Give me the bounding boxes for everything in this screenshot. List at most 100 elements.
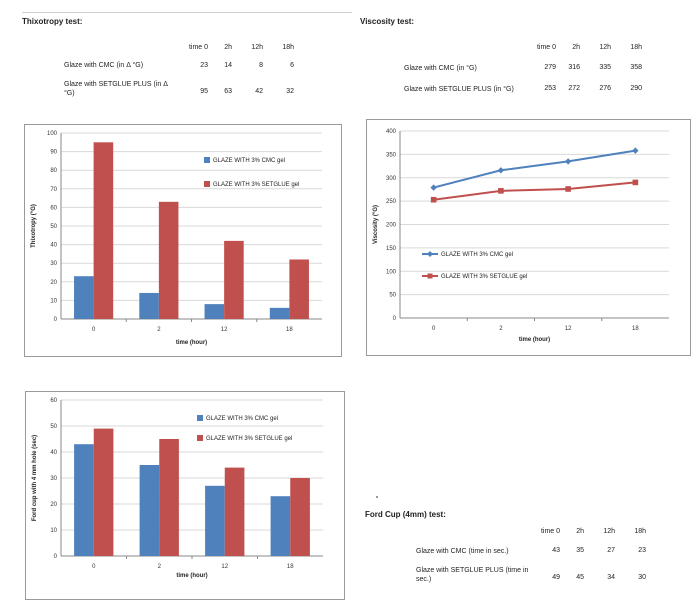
table-cell: 30: [638, 574, 646, 581]
header-cell: 12h: [603, 528, 615, 535]
y-tick-label: 90: [50, 150, 57, 156]
dot-mark: [376, 496, 378, 498]
table-cell: 8: [259, 62, 263, 69]
bar: [270, 496, 291, 556]
header-cell: 18h: [630, 44, 642, 51]
row-label: Glaze with CMC (in Δ °G): [64, 62, 144, 69]
header-cell: 2h: [576, 528, 584, 535]
y-tick-label: 300: [386, 176, 397, 182]
table-cell: 23: [638, 547, 646, 554]
y-tick-label: 70: [50, 187, 57, 193]
y-tick-label: 50: [50, 224, 57, 230]
row-label: Glaze with CMC (in °G): [404, 65, 477, 72]
table-cell: 290: [630, 85, 642, 92]
row-label: Glaze with SETGLUE PLUS (time in sec.): [416, 567, 529, 583]
header-cell: 12h: [599, 44, 611, 51]
table-cell: 35: [576, 547, 584, 554]
x-tick-label: 18: [286, 327, 293, 333]
header-cell: 18h: [634, 528, 646, 535]
bar: [93, 428, 114, 556]
header-cell: 2h: [224, 44, 232, 51]
fordcup-title: Ford Cup (4mm) test:: [365, 510, 446, 519]
header-cell: time 0: [188, 44, 208, 51]
y-tick-label: 350: [386, 152, 397, 158]
y-tick-label: 0: [393, 316, 397, 322]
bar: [269, 307, 290, 319]
header-cell: time 0: [536, 44, 556, 51]
viscosity-title: Viscosity test:: [360, 17, 415, 26]
y-tick-label: 20: [50, 280, 57, 286]
bar: [224, 467, 245, 556]
row-label: Glaze with SETGLUE PLUS (in Δ °G): [64, 81, 168, 97]
y-tick-label: 30: [50, 476, 57, 482]
legend-swatch: [197, 415, 203, 421]
data-point: [632, 179, 639, 186]
x-tick-label: 2: [158, 564, 162, 570]
y-tick-label: 40: [50, 243, 57, 249]
data-point: [564, 158, 572, 165]
y-tick-label: 80: [50, 168, 57, 174]
y-tick-label: 10: [50, 298, 57, 304]
table-cell: 43: [552, 547, 560, 554]
legend-swatch: [204, 181, 210, 187]
bar: [74, 276, 94, 319]
table-cell: 49: [552, 574, 560, 581]
table-cell: 14: [224, 62, 232, 69]
viscosity-chart: 0 50 100 150 200 250 300 350 400 0 2 12 18 time (hour…: [373, 129, 669, 343]
table-cell: 63: [224, 88, 232, 95]
bar: [205, 485, 225, 556]
legend-label: GLAZE WITH 3% CMC gel: [441, 252, 513, 258]
bar: [93, 142, 114, 319]
legend-swatch: [197, 435, 203, 441]
table-cell: 279: [544, 64, 556, 71]
legend-marker: [427, 273, 433, 279]
table-cell: 45: [576, 574, 584, 581]
table-cell: 27: [607, 547, 615, 554]
series-line: [433, 181, 636, 201]
legend-label: GLAZE WITH 3% SETGLUE gel: [441, 274, 527, 280]
table-cell: 358: [630, 64, 642, 71]
legend-label: GLAZE WITH 3% SETGLUE gel: [206, 436, 292, 442]
bar: [158, 201, 179, 319]
table-cell: 335: [599, 64, 611, 71]
data-point: [430, 184, 437, 191]
bar: [74, 444, 94, 556]
table-cell: 253: [544, 85, 556, 92]
data-point: [632, 147, 639, 154]
bar: [139, 292, 159, 319]
x-tick-label: 18: [287, 564, 294, 570]
x-tick-label: 18: [632, 326, 639, 332]
y-tick-label: 400: [386, 129, 397, 135]
y-tick-label: 50: [389, 293, 396, 299]
table-cell: 34: [607, 574, 615, 581]
legend-label: GLAZE WITH 3% CMC gel: [206, 416, 278, 422]
y-tick-label: 20: [50, 502, 57, 508]
legend-marker: [427, 251, 433, 257]
y-tick-label: 60: [50, 205, 57, 211]
data-point: [565, 186, 571, 192]
x-axis-label: time (hour): [519, 337, 550, 343]
legend-label: GLAZE WITH 3% CMC gel: [213, 158, 285, 164]
y-tick-label: 40: [50, 450, 57, 456]
table-cell: 316: [568, 64, 580, 71]
bar: [139, 465, 160, 556]
thixotropy-chart: 0 10 20 30 40 50 60 70 80 90 100 0 2 12 18 time (hour) T…: [31, 131, 322, 346]
y-tick-label: 30: [50, 261, 57, 267]
table-cell: 272: [568, 85, 580, 92]
y-tick-label: 0: [54, 554, 58, 560]
y-tick-label: 0: [54, 317, 58, 323]
data-point: [430, 196, 437, 203]
y-tick-label: 150: [386, 246, 397, 252]
table-cell: 23: [200, 62, 208, 69]
y-axis-label: Thixotropy (°G): [31, 204, 37, 248]
table-cell: 32: [286, 88, 294, 95]
y-tick-label: 100: [47, 131, 58, 137]
fordcup-chart: 0 10 20 30 40 50 60 0 2 12 18 time (hour) Ford cup w…: [32, 398, 323, 579]
table-cell: 276: [599, 85, 611, 92]
x-tick-label: 12: [221, 327, 228, 333]
y-tick-label: 250: [386, 199, 397, 205]
bar: [224, 240, 244, 319]
header-cell: time 0: [540, 528, 560, 535]
legend-label: GLAZE WITH 3% SETGLUE gel: [213, 182, 299, 188]
header-cell: 12h: [251, 44, 263, 51]
